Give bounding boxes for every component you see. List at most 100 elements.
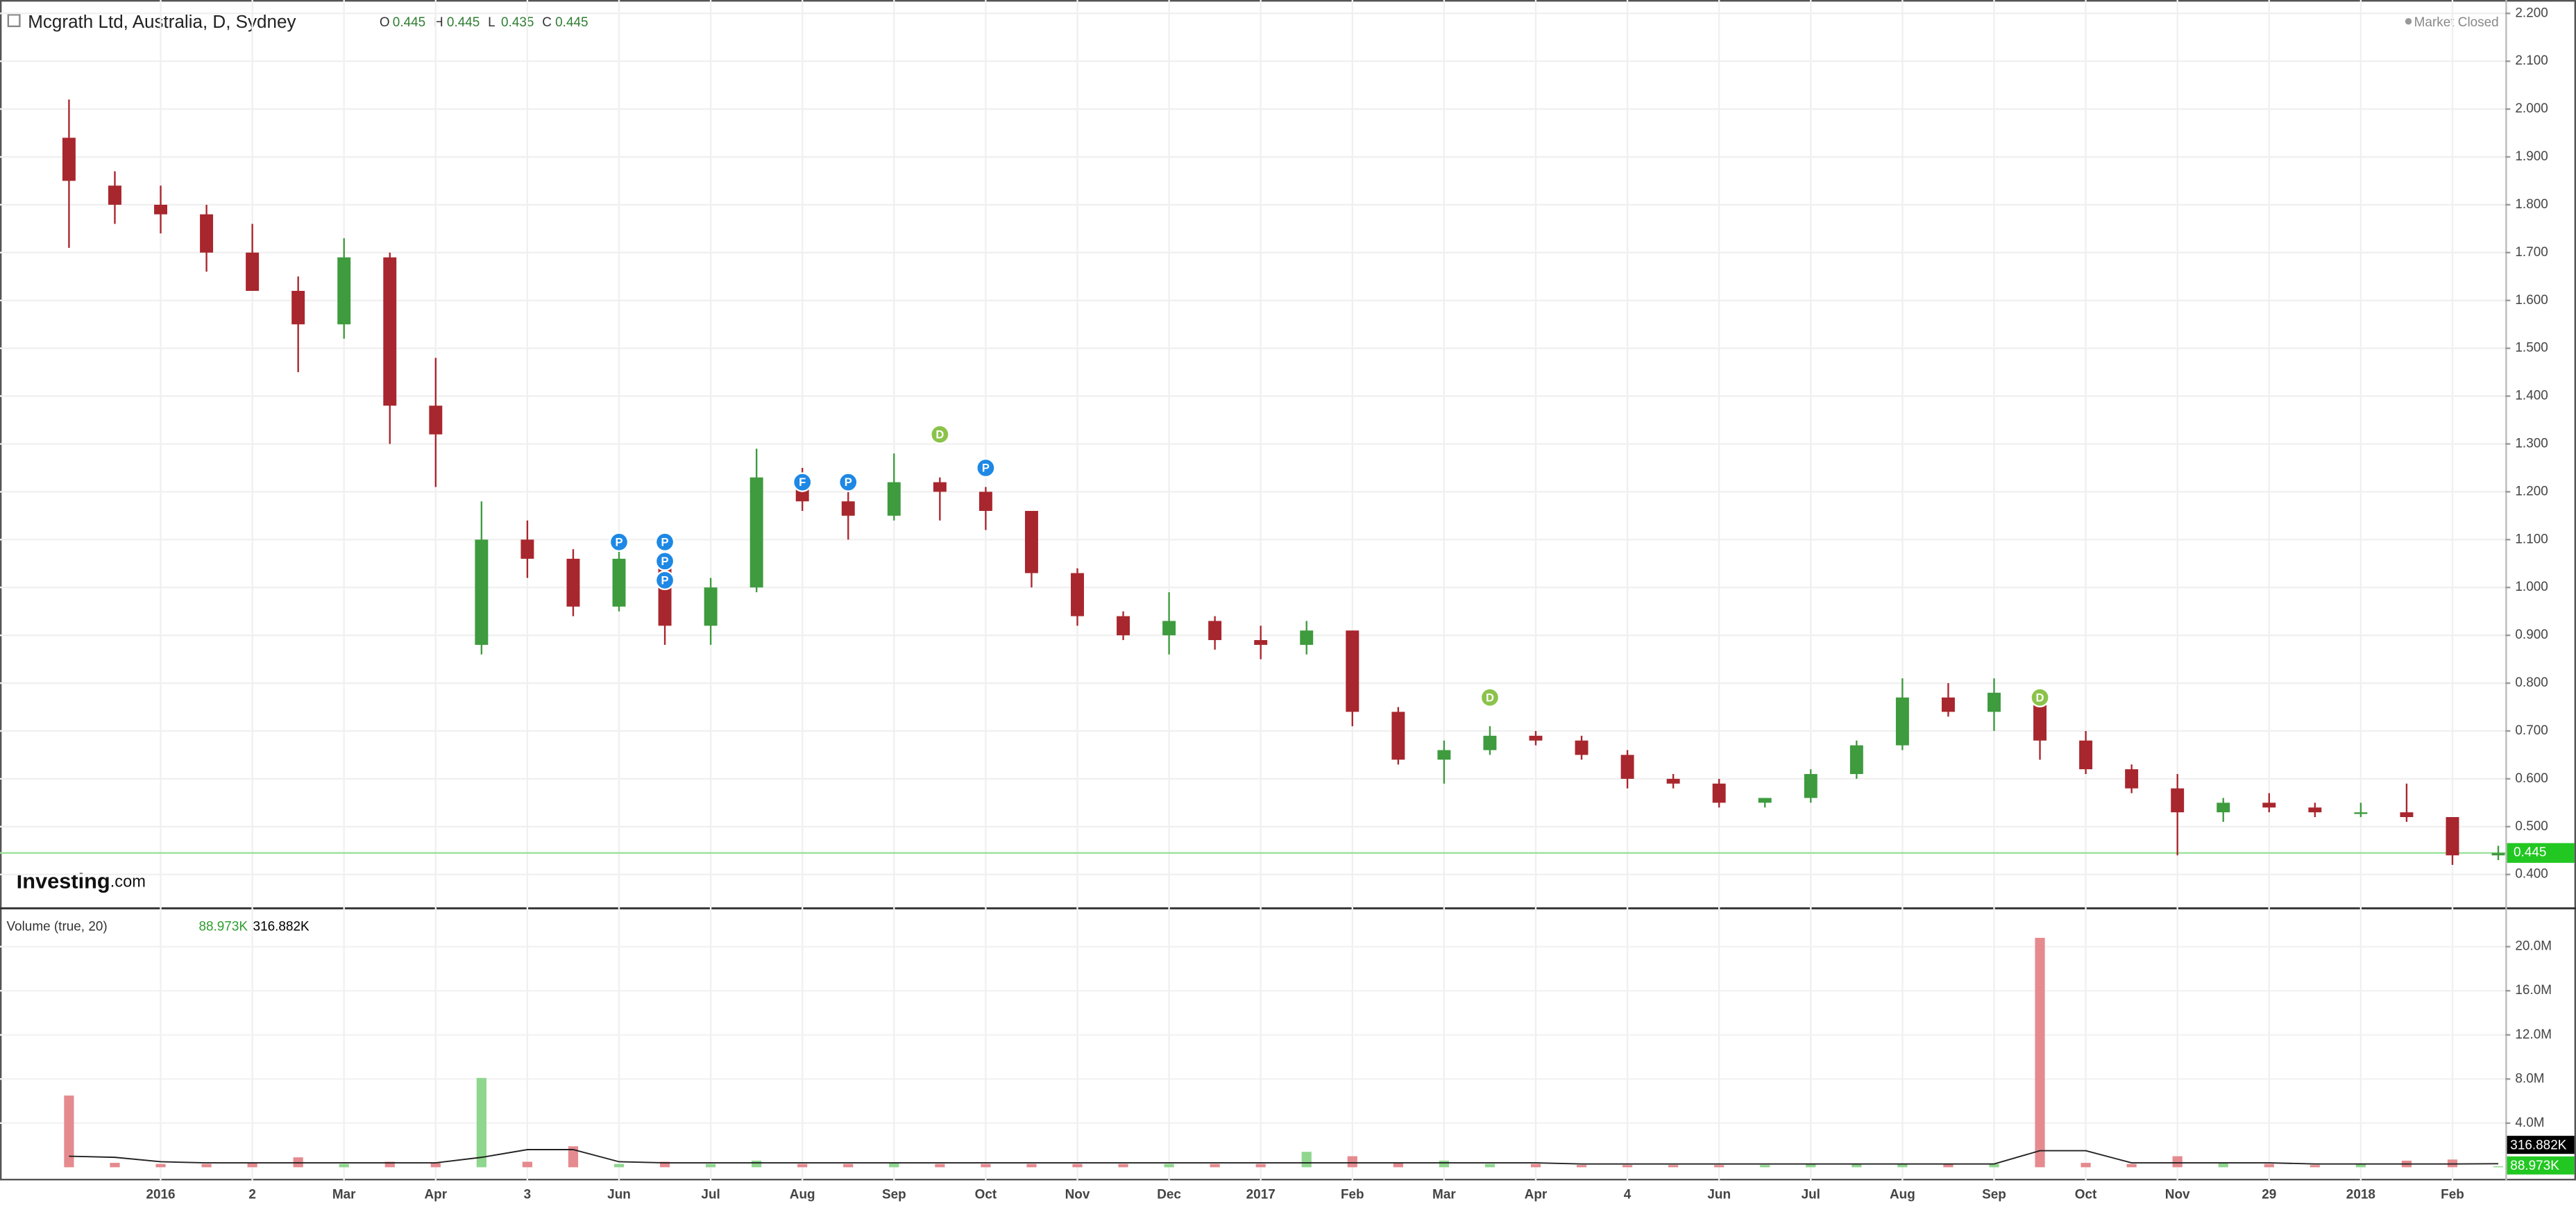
candle-body [200, 214, 214, 253]
event-marker [654, 532, 675, 552]
candle-body [933, 482, 947, 492]
y-tick-label: 0.900 [2515, 628, 2548, 642]
candle-body [2308, 807, 2322, 813]
volume-bar [64, 1095, 74, 1168]
y-tick-label: 1.100 [2515, 532, 2548, 546]
event-label: D [1486, 691, 1494, 704]
x-tick-label: Jul [701, 1188, 720, 1202]
candle-body [2354, 812, 2368, 814]
y-tick-label: 0.500 [2515, 819, 2548, 834]
candle-body [612, 558, 626, 607]
volume-bar [2355, 1163, 2366, 1168]
ohlc-value: 0.445 [555, 15, 588, 30]
volume-bar [1943, 1163, 1954, 1168]
volume-bar [339, 1163, 349, 1168]
candle-body [429, 405, 443, 435]
volume-bar [889, 1163, 899, 1168]
volume-bar [1622, 1165, 1633, 1168]
event-label: F [799, 476, 806, 489]
volume-bar [201, 1163, 212, 1168]
ohlc-value: 0.445 [393, 15, 425, 30]
volume-bar [2493, 1166, 2504, 1168]
volume-bar [384, 1161, 395, 1168]
candle-body [108, 185, 121, 205]
y-tick-label: 0.600 [2515, 771, 2548, 786]
volume-badge-label: 88.973K [2510, 1159, 2559, 1173]
event-marker [930, 424, 950, 444]
event-marker [976, 457, 996, 478]
volume-bar [1255, 1163, 1266, 1168]
ohlc-key: L [488, 15, 495, 30]
volume-badge-label: 316.882K [2510, 1138, 2566, 1152]
volume-bar [613, 1163, 625, 1168]
volume-bar [1210, 1163, 1220, 1168]
candle-body [1620, 755, 1634, 779]
volume-bar [935, 1163, 945, 1168]
volume-bar [1852, 1163, 1862, 1168]
volume-bar [1347, 1156, 1357, 1168]
x-tick-label: Oct [2075, 1188, 2097, 1202]
y-tick-label: 20.0M [2515, 939, 2552, 954]
candle-body [704, 587, 718, 626]
candle-body [2079, 740, 2093, 770]
candle-body [1162, 621, 1176, 636]
candle-body [475, 539, 489, 645]
candle-body [2171, 788, 2185, 813]
x-tick-label: Mar [332, 1188, 356, 1202]
volume-bar [2310, 1165, 2320, 1168]
x-tick-label: 2017 [1246, 1188, 1276, 1202]
candle-body [1895, 697, 1909, 746]
volume-legend-value: 88.973K [198, 920, 248, 934]
volume-bar [659, 1161, 670, 1168]
x-tick-label: Jun [1707, 1188, 1731, 1202]
y-tick-label: 1.300 [2515, 436, 2548, 451]
candle-body [887, 482, 901, 516]
candle-body [1666, 778, 1680, 784]
y-tick-label: 1.400 [2515, 389, 2548, 403]
x-tick-label: Nov [1065, 1188, 1090, 1202]
x-tick-label: Sep [882, 1188, 906, 1202]
volume-bar [430, 1163, 441, 1168]
y-tick-label: 0.800 [2515, 675, 2548, 690]
collapse-icon[interactable] [7, 14, 21, 28]
event-marker [609, 532, 629, 552]
y-tick-label: 4.0M [2515, 1116, 2544, 1130]
candle-body [2491, 852, 2505, 856]
y-tick-label: 1.200 [2515, 484, 2548, 498]
volume-bar [1760, 1165, 1770, 1168]
x-tick-label: 2016 [146, 1188, 175, 1202]
volume-bar [110, 1163, 120, 1168]
y-tick-label: 12.0M [2515, 1027, 2552, 1042]
candle-body [337, 257, 351, 325]
volume-legend-value: 316.882K [253, 920, 310, 934]
candle-body [62, 137, 76, 181]
volume-title: Volume (true, 20) [6, 920, 107, 934]
volume-bar [797, 1163, 808, 1168]
y-tick-label: 1.900 [2515, 149, 2548, 164]
candle-body [246, 252, 260, 291]
candle-body [1804, 773, 1817, 798]
candle-body [1575, 740, 1588, 755]
x-tick-label: 2018 [2346, 1188, 2375, 1202]
candle-body [2262, 803, 2276, 808]
frame [0, 0, 2576, 1181]
volume-bar [2264, 1163, 2274, 1168]
volume-bar [2126, 1163, 2137, 1168]
x-tick-label: Mar [1432, 1188, 1456, 1202]
y-tick-label: 0.700 [2515, 723, 2548, 738]
volume-bar [247, 1163, 257, 1168]
x-tick-label: Feb [1341, 1188, 1364, 1202]
candle-body [520, 539, 534, 559]
ohlc-value: 0.435 [501, 15, 534, 30]
y-tick-label: 1.600 [2515, 293, 2548, 308]
candle-body [1529, 735, 1543, 741]
candle-body [2446, 817, 2459, 856]
candle-body [1254, 640, 1268, 645]
volume-bar [1439, 1160, 1449, 1168]
x-tick-label: Aug [1890, 1188, 1915, 1202]
event-label: P [661, 555, 669, 568]
y-tick-label: 2.100 [2515, 53, 2548, 68]
